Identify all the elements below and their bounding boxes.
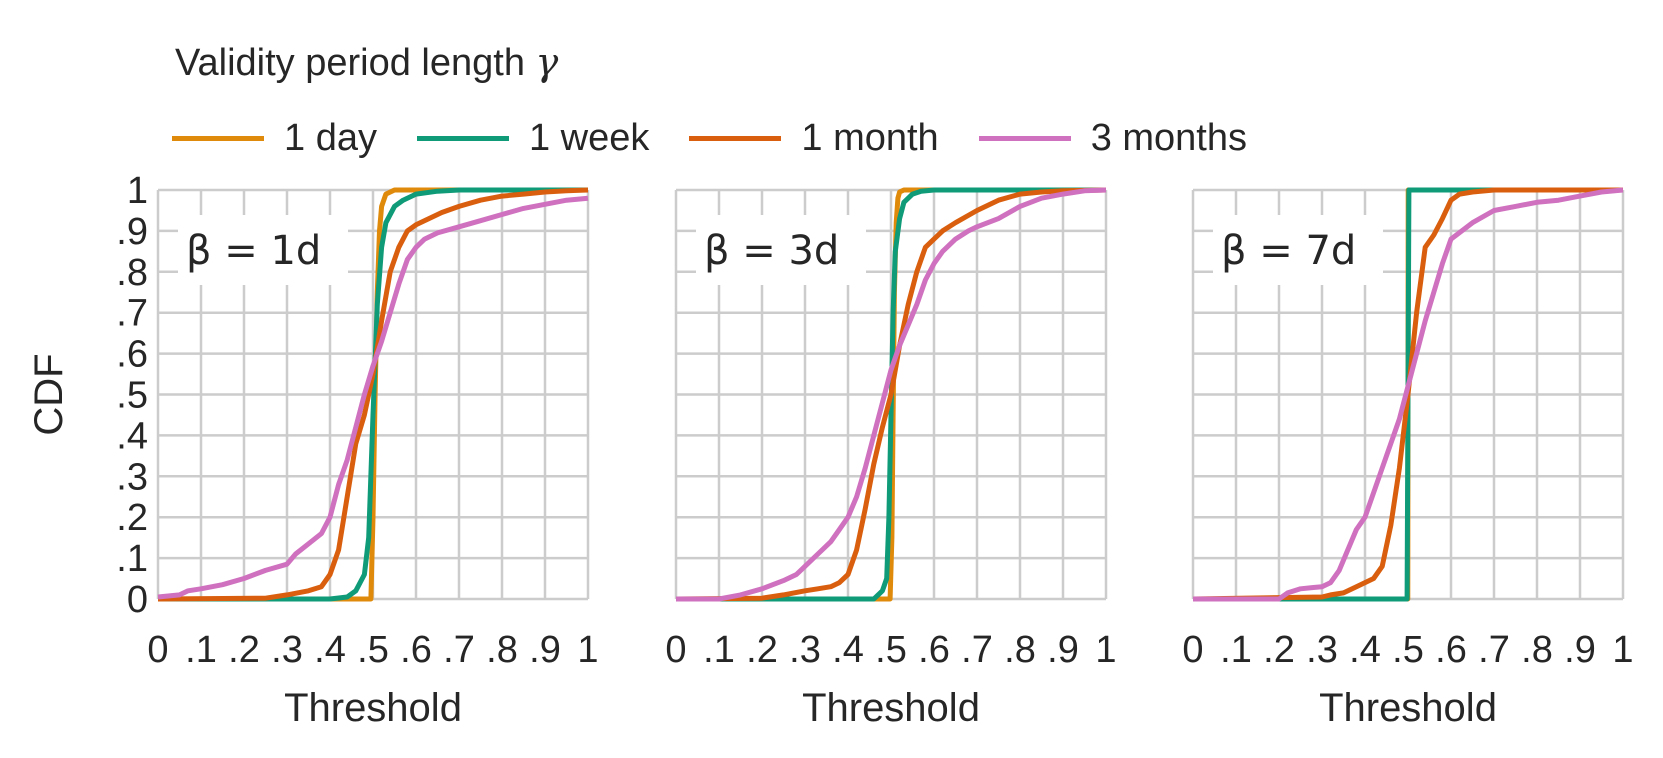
x-tick-label: .9 [1047, 629, 1079, 671]
legend-title-symbol: γ [535, 40, 559, 84]
legend-label: 1 day [284, 116, 377, 159]
legend: 1 day 1 week 1 month 3 months [172, 112, 1287, 164]
x-tick-label: .2 [228, 629, 260, 671]
x-tick-label: .7 [443, 629, 475, 671]
x-tick-label: .9 [1564, 629, 1596, 671]
x-tick-label: 1 [1095, 629, 1116, 671]
series-line-1-week [158, 187, 588, 602]
x-tick-label: .6 [400, 629, 432, 671]
y-tick-label: .7 [116, 293, 148, 335]
legend-title: Validity period length γ [175, 40, 558, 85]
y-tick-label: .5 [116, 375, 148, 417]
x-tick-label: .7 [961, 629, 993, 671]
x-tick-label: .5 [1392, 629, 1424, 671]
x-tick-label: .6 [918, 629, 950, 671]
x-tick-label: 0 [1182, 629, 1203, 671]
panel-label-text: β = 1d [186, 228, 321, 274]
legend-item-1-day: 1 day [172, 117, 377, 160]
series-line-3-months [157, 195, 589, 600]
legend-swatch [978, 135, 1071, 141]
x-tick-label: 1 [1612, 629, 1633, 671]
x-tick-label: .6 [1435, 629, 1467, 671]
x-tick-label: .3 [789, 629, 821, 671]
series-line-3-months [676, 187, 1107, 602]
y-tick-label: 1 [127, 170, 148, 212]
cdf-panel-3: β = 7d 0 .1 .2 .3 .4 .5 .6 .7 .8 .9 1 Threshold [1182, 187, 1634, 730]
panel-label: β = 3d [696, 215, 866, 285]
x-tick-label: .5 [357, 629, 389, 671]
panel-label-background [178, 215, 348, 285]
legend-item-3-months: 3 months [978, 116, 1247, 160]
panel-label-background [696, 215, 866, 285]
x-tick-label: .2 [1263, 629, 1295, 671]
panel-label: β = 7d [1213, 215, 1383, 285]
x-tick-label: .8 [486, 629, 518, 671]
x-tick-label: 0 [147, 629, 168, 671]
x-tick-label: .4 [1349, 629, 1381, 671]
panel-label: β = 1d [178, 215, 348, 285]
x-tick-label: .3 [1306, 629, 1338, 671]
y-tick-label: .4 [116, 415, 148, 457]
x-axis-label: Threshold [284, 686, 462, 730]
x-tick-label: .1 [185, 629, 217, 671]
cdf-panel-1: β = 1d0.1.2.3.4.5.6.7.8.9 10.1.2.3.4.5.6.… [27, 170, 599, 730]
cdf-panel-2: β = 3d 0 .1 .2 .3 .4 .5 .6 .7 .8 .9 1 Threshold [665, 187, 1117, 730]
legend-swatch [172, 135, 264, 141]
legend-swatch [416, 135, 509, 141]
legend-label: 3 months [1090, 116, 1247, 159]
x-tick-label: .8 [1004, 629, 1036, 671]
x-tick-label: .5 [875, 629, 907, 671]
x-axis-label: Threshold [802, 686, 980, 730]
panel-label-background [1213, 215, 1383, 285]
y-tick-label: .8 [116, 252, 148, 294]
y-tick-label: .3 [116, 456, 148, 498]
series-line-1-month [157, 187, 589, 602]
y-tick-label: 0 [127, 579, 148, 621]
legend-swatch [689, 135, 782, 141]
x-tick-label: .3 [271, 629, 303, 671]
legend-label: 1 week [528, 116, 650, 159]
x-tick-label: .9 [529, 629, 561, 671]
series-line-3-months [1193, 187, 1624, 602]
x-tick-label: .4 [314, 629, 346, 671]
legend-item-1-month: 1 month [689, 116, 939, 160]
x-tick-label: .1 [1220, 629, 1252, 671]
y-tick-label: .2 [116, 497, 148, 539]
x-tick-label: .2 [746, 629, 778, 671]
legend-title-text: Validity period length [175, 42, 525, 84]
legend-label: 1 month [801, 116, 939, 159]
y-tick-label: .6 [116, 334, 148, 376]
series-line-1-month [1192, 187, 1623, 602]
x-tick-label: .4 [832, 629, 864, 671]
legend-item-1-week: 1 week [416, 116, 650, 160]
y-tick-label: .9 [116, 211, 148, 253]
y-axis-label: CDF [27, 353, 71, 435]
panel-label-text: β = 3d [704, 228, 839, 274]
x-tick-label: 1 [577, 629, 598, 671]
x-tick-label: .7 [1478, 629, 1510, 671]
x-tick-label: .1 [703, 629, 735, 671]
x-axis-label: Threshold [1319, 686, 1497, 730]
series-line-1-week [676, 187, 1106, 602]
series-line-1-month [675, 187, 1107, 602]
panel-label-text: β = 7d [1221, 228, 1356, 274]
x-tick-label: .8 [1521, 629, 1553, 671]
y-tick-label: .1 [116, 538, 148, 580]
x-tick-label: 0 [665, 629, 686, 671]
